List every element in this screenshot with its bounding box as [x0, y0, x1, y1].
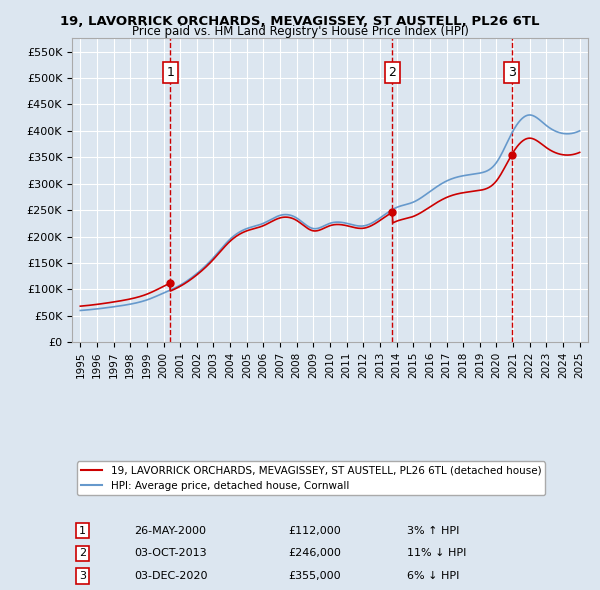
Text: 2: 2: [388, 66, 397, 79]
Text: 3% ↑ HPI: 3% ↑ HPI: [407, 526, 460, 536]
Text: 6% ↓ HPI: 6% ↓ HPI: [407, 571, 460, 581]
Text: 2: 2: [79, 548, 86, 558]
Text: 1: 1: [166, 66, 174, 79]
Text: 1: 1: [79, 526, 86, 536]
Text: 19, LAVORRICK ORCHARDS, MEVAGISSEY, ST AUSTELL, PL26 6TL: 19, LAVORRICK ORCHARDS, MEVAGISSEY, ST A…: [60, 15, 540, 28]
Text: 03-OCT-2013: 03-OCT-2013: [134, 548, 206, 558]
Text: 3: 3: [508, 66, 516, 79]
Legend: 19, LAVORRICK ORCHARDS, MEVAGISSEY, ST AUSTELL, PL26 6TL (detached house), HPI: : 19, LAVORRICK ORCHARDS, MEVAGISSEY, ST A…: [77, 461, 545, 495]
Text: £112,000: £112,000: [289, 526, 341, 536]
Text: Price paid vs. HM Land Registry's House Price Index (HPI): Price paid vs. HM Land Registry's House …: [131, 25, 469, 38]
Text: 11% ↓ HPI: 11% ↓ HPI: [407, 548, 467, 558]
Text: 26-MAY-2000: 26-MAY-2000: [134, 526, 206, 536]
Text: £246,000: £246,000: [289, 548, 341, 558]
Text: 03-DEC-2020: 03-DEC-2020: [134, 571, 208, 581]
Text: 3: 3: [79, 571, 86, 581]
Text: £355,000: £355,000: [289, 571, 341, 581]
